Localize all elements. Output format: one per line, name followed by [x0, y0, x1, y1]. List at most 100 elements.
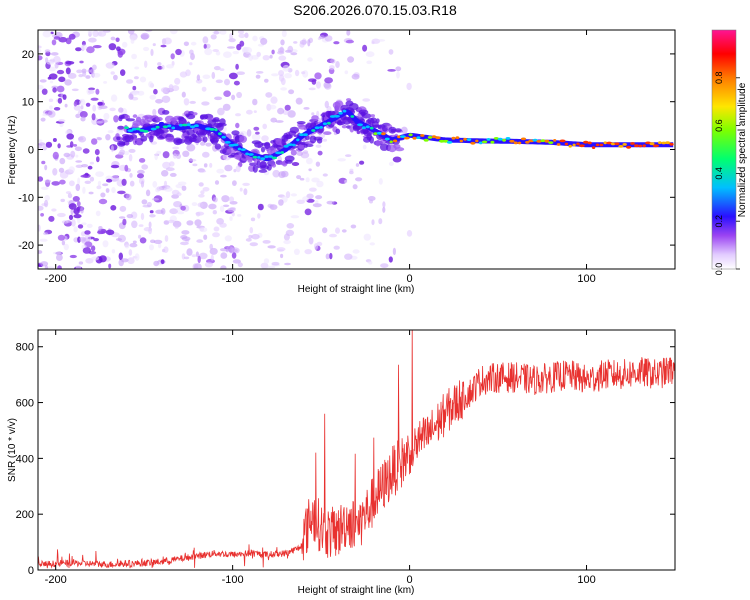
spectrogram-noise-blob — [148, 227, 153, 235]
spectrogram-noise-blob — [308, 78, 317, 82]
spectrogram-noise-blob — [162, 151, 170, 159]
spectrogram-ridge-peak — [280, 151, 285, 154]
spectrogram-noise-blob — [110, 36, 116, 41]
spectrogram-noise-blob — [269, 204, 278, 210]
spectrogram-ridge-peak — [237, 147, 242, 151]
spectrogram-noise-blob — [56, 69, 65, 75]
spectrogram-ridge-halo — [214, 143, 222, 150]
spectrogram-noise-blob — [148, 81, 154, 88]
spectrogram-ridge-peak — [455, 136, 460, 140]
spectrogram-noise-blob — [73, 101, 78, 107]
spectrogram-noise-blob — [223, 204, 230, 208]
spectrogram-noise-blob — [92, 30, 99, 38]
spectrogram-ridge-peak — [296, 138, 300, 142]
spectrogram-noise-blob — [79, 98, 86, 106]
spectrogram-ridge-peak — [576, 142, 580, 146]
spectrogram-noise-blob — [186, 143, 196, 152]
spectrogram-ridge-peak — [155, 125, 160, 129]
spectrogram-x-tick-label: -200 — [45, 273, 67, 285]
spectrogram-y-tick-label: 20 — [22, 49, 34, 61]
spectrogram-ridge-peak — [669, 142, 674, 146]
spectrogram-noise-blob — [39, 238, 48, 242]
spectrogram-noise-blob — [98, 30, 107, 37]
spectrogram-noise-blob — [140, 180, 145, 188]
spectrogram-ridge-halo — [165, 136, 176, 143]
spectrogram-noise-blob — [51, 181, 60, 186]
spectrogram-noise-blob — [189, 100, 196, 104]
spectrogram-noise-blob — [248, 234, 253, 239]
spectrogram-noise-blob — [284, 73, 292, 79]
spectrogram-noise-blob — [322, 138, 328, 142]
spectrogram-noise-blob — [249, 242, 258, 247]
spectrogram-noise-blob — [52, 251, 62, 255]
spectrogram-noise-blob — [151, 198, 159, 201]
spectrogram-noise-blob — [115, 37, 120, 43]
spectrogram-noise-blob — [150, 48, 154, 57]
spectrogram-ridge-peak — [475, 139, 479, 143]
spectrogram-noise-blob — [165, 167, 175, 172]
spectrogram-noise-blob — [324, 77, 333, 84]
spectrogram-noise-blob — [222, 103, 231, 111]
spectrogram-noise-blob — [227, 207, 236, 213]
spectrogram-ridge-peak — [446, 141, 453, 144]
spectrogram-noise-blob — [212, 49, 219, 52]
spectrogram-ridge-halo — [252, 165, 258, 173]
spectrogram-noise-blob — [46, 61, 55, 65]
spectrogram-noise-blob — [38, 205, 44, 211]
spectrogram-noise-blob — [155, 99, 163, 104]
spectrogram-noise-blob — [269, 104, 277, 110]
spectrogram-noise-blob — [284, 104, 291, 111]
spectrogram-noise-blob — [169, 172, 177, 177]
spectrogram-noise-blob — [362, 44, 368, 52]
snr-series-line — [38, 330, 675, 569]
spectrogram-ridge-halo — [162, 110, 170, 115]
spectrogram-noise-blob — [183, 41, 189, 47]
spectrogram-noise-blob — [38, 84, 44, 90]
spectrogram-ridge-peak — [162, 125, 169, 129]
spectrogram-noise-blob — [352, 184, 358, 190]
spectrogram-ridge-peak — [540, 139, 546, 143]
spectrogram-ridge-peak — [626, 145, 632, 149]
spectrogram-noise-blob — [166, 64, 174, 69]
spectrogram-noise-blob — [349, 170, 354, 175]
spectrogram-noise-blob — [210, 34, 217, 40]
spectrogram-noise-blob — [333, 245, 340, 250]
spectrogram-ridge-peak — [275, 151, 282, 155]
spectrogram-noise-blob — [220, 265, 227, 269]
spectrogram-noise-blob — [143, 46, 150, 52]
spectrogram-noise-blob — [124, 244, 130, 249]
spectrogram-ridge-peak — [509, 139, 515, 143]
spectrogram-ridge-peak — [420, 134, 425, 137]
spectrogram-noise-blob — [98, 198, 108, 205]
spectrogram-noise-blob — [117, 50, 124, 58]
spectrogram-noise-blob — [138, 158, 146, 163]
spectrogram-noise-blob — [179, 71, 188, 78]
spectrogram-noise-blob — [252, 98, 258, 106]
spectrogram-noise-blob — [280, 39, 285, 46]
spectrogram-noise-blob — [406, 82, 412, 91]
spectrogram-ridge-peak — [642, 144, 646, 148]
snr-y-tick-label: 800 — [16, 342, 34, 354]
spectrogram-noise-blob — [205, 43, 211, 49]
spectrogram-noise-blob — [80, 206, 84, 214]
spectrogram-noise-blob — [253, 126, 260, 131]
spectrogram-noise-blob — [201, 86, 207, 92]
spectrogram-noise-blob — [101, 119, 108, 123]
spectrogram-noise-blob — [75, 154, 79, 158]
spectrogram-noise-blob — [245, 238, 252, 242]
spectrogram-ridge-halo — [305, 143, 314, 147]
spectrogram-noise-blob — [82, 247, 92, 254]
spectrogram-y-tick-label: 10 — [22, 97, 34, 109]
spectrogram-noise-blob — [216, 168, 225, 174]
spectrogram-noise-blob — [261, 135, 269, 142]
spectrogram-noise-blob — [41, 186, 49, 190]
spectrogram-noise-blob — [291, 162, 300, 166]
spectrogram-noise-blob — [203, 163, 208, 168]
spectrogram-ridge-halo — [284, 155, 295, 162]
spectrogram-noise-blob — [88, 87, 96, 91]
spectrogram-ridge-halo — [211, 119, 221, 123]
spectrogram-ridge-peak — [652, 144, 660, 148]
spectrogram-ridge-peak — [658, 141, 662, 145]
spectrogram-noise-blob — [243, 188, 248, 196]
spectrogram-noise-blob — [41, 88, 48, 95]
